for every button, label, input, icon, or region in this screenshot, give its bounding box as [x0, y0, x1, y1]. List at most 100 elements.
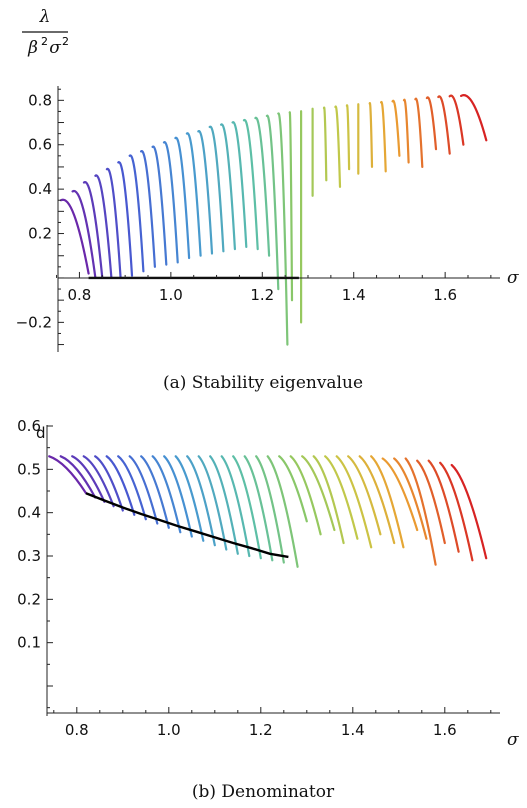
panel-a-curve-2 [71, 189, 97, 279]
panel-b-y-tick-label: 0.2 [17, 590, 41, 608]
panel-a-curve-13 [197, 130, 214, 255]
panel-b-curve-32 [404, 457, 437, 566]
panel-a-curve-16 [231, 121, 248, 248]
y-label-beta: β [27, 38, 38, 58]
panel-a-curve-8 [140, 150, 156, 268]
panel-b-curve-20 [266, 455, 299, 568]
panel-b-curve-11 [163, 455, 193, 538]
panel-b-curve-1 [48, 455, 88, 495]
panel-b-curve-6 [105, 455, 136, 516]
panel-b-curve-12 [174, 455, 205, 542]
panel-b-y-tick-label: 0.4 [17, 504, 41, 522]
panel-a-curve-17 [242, 119, 259, 251]
panel-a-curve-24 [322, 106, 328, 182]
panel-a-y-tick-label: 0.8 [28, 91, 52, 109]
panel-a-curve-28 [368, 102, 374, 168]
panel-a-curve-30 [391, 99, 401, 157]
panel-a-x-tick-label: 1.4 [342, 286, 366, 304]
panel-a-curve-7 [128, 154, 145, 273]
panel-a-curve-1 [60, 198, 90, 275]
panel-b-curve-21 [278, 455, 308, 523]
panel-a-curve-11 [174, 136, 191, 260]
panel-b-curve-4 [82, 455, 115, 508]
y-label-numerator: λ [39, 7, 51, 27]
panel-a-curve-29 [380, 100, 387, 173]
panel-a-y-axis-label: λ β 2 σ 2 [22, 7, 69, 58]
panel-a-curve-5 [105, 167, 122, 279]
panel-b-axes: 0.8 1.0 1.2 1.4 1.6 0.1 0.2 0.3 0.4 0.5 0.6 [17, 417, 500, 739]
panel-b-curve-3 [71, 455, 106, 503]
panel-b-curve-24 [312, 455, 345, 545]
panel-b-x-tick-label: 1.6 [433, 721, 457, 739]
panel-a-x-axis-label: σ [507, 268, 519, 288]
panel-b-curve-27 [347, 455, 382, 536]
panel-b-curve-33 [416, 459, 446, 545]
panel-a-curve-26 [345, 104, 351, 171]
panel-b-y-tick-label: 0.1 [17, 634, 41, 652]
panel-a-curve-34 [437, 95, 451, 155]
panel-a-y-tick-label: 0.6 [28, 136, 52, 154]
panel-b-y-tick-label: 0.3 [17, 547, 41, 565]
y-label-sigma-exponent: 2 [62, 35, 69, 48]
panel-a-curve-21 [288, 111, 294, 302]
panel-a-curve-10 [162, 141, 179, 264]
panel-a-curves [60, 94, 488, 346]
panel-a-curve-6 [117, 161, 134, 277]
panel-b-curve-35 [439, 461, 474, 562]
panel-b-x-tick-label: 1.2 [249, 721, 273, 739]
panel-b-curve-30 [381, 457, 419, 532]
panel-b-caption: (b) Denominator [192, 782, 335, 802]
panel-b-curve-14 [197, 455, 228, 551]
panel-a-curve-4 [94, 174, 113, 279]
panel-b-denominator: 0.8 1.0 1.2 1.4 1.6 0.1 0.2 0.3 0.4 0.5 0.6 d σ (b… [17, 417, 519, 802]
panel-b-curve-31 [393, 457, 428, 540]
panel-a-stability-eigenvalue: 0.8 1.0 1.2 1.4 1.6 −0.2 0.2 0.4 0.6 0.8 λ β 2 σ … [16, 7, 519, 393]
panel-a-curve-14 [208, 125, 225, 253]
panel-a-curve-3 [82, 181, 104, 279]
panel-a-curve-12 [185, 132, 202, 257]
panel-a-x-tick-label: 0.8 [67, 286, 91, 304]
panel-b-x-tick-label: 0.8 [65, 721, 89, 739]
panel-a-curve-9 [151, 145, 168, 266]
panel-b-curve-8 [128, 455, 159, 525]
panel-b-curve-26 [335, 455, 373, 549]
panel-b-curve-2 [59, 455, 97, 499]
panel-a-curve-15 [220, 123, 236, 251]
panel-b-curve-25 [324, 455, 359, 540]
panel-a-caption: (a) Stability eigenvalue [163, 373, 363, 393]
panel-a-axes: 0.8 1.0 1.2 1.4 1.6 −0.2 0.2 0.4 0.6 0.8 [16, 86, 500, 352]
panel-b-curve-10 [151, 455, 182, 534]
panel-b-curve-13 [186, 455, 216, 547]
panel-a-curve-18 [254, 116, 271, 257]
panel-b-black-curve [85, 492, 289, 559]
panel-b-curve-22 [289, 455, 322, 536]
panel-b-y-tick-label: 0.5 [17, 460, 41, 478]
panel-b-curve-19 [255, 455, 285, 564]
panel-b-y-axis-label: d [36, 424, 46, 442]
panel-b-curve-29 [370, 455, 405, 549]
panel-a-y-tick-label: 0.2 [28, 225, 52, 243]
panel-b-x-tick-label: 1.0 [157, 721, 181, 739]
panel-a-curve-36 [460, 94, 488, 142]
panel-b-curve-18 [243, 455, 274, 562]
panel-a-y-tick-label: −0.2 [16, 313, 52, 331]
y-label-sigma: σ [49, 38, 61, 58]
panel-b-x-tick-label: 1.4 [341, 721, 365, 739]
panel-b-curve-7 [117, 455, 147, 521]
panel-a-curve-19 [265, 114, 280, 291]
panel-a-curve-35 [448, 94, 465, 146]
panel-b-curve-17 [232, 455, 262, 560]
panel-b-curve-16 [220, 455, 251, 558]
panel-a-curve-31 [402, 98, 410, 164]
y-label-beta-exponent: 2 [41, 35, 48, 48]
panel-b-curve-34 [427, 459, 460, 553]
panel-b-curve-9 [140, 455, 170, 529]
panel-a-x-tick-label: 1.6 [433, 286, 457, 304]
panel-a-y-tick-label: 0.4 [28, 180, 52, 198]
panel-a-curve-25 [334, 105, 342, 188]
panel-a-curve-32 [414, 97, 424, 168]
panel-b-curve-28 [358, 455, 396, 545]
panel-b-x-axis-label: σ [507, 730, 519, 750]
panel-a-x-tick-label: 1.2 [250, 286, 274, 304]
panel-b-y-tick-label: 0.6 [17, 417, 41, 435]
